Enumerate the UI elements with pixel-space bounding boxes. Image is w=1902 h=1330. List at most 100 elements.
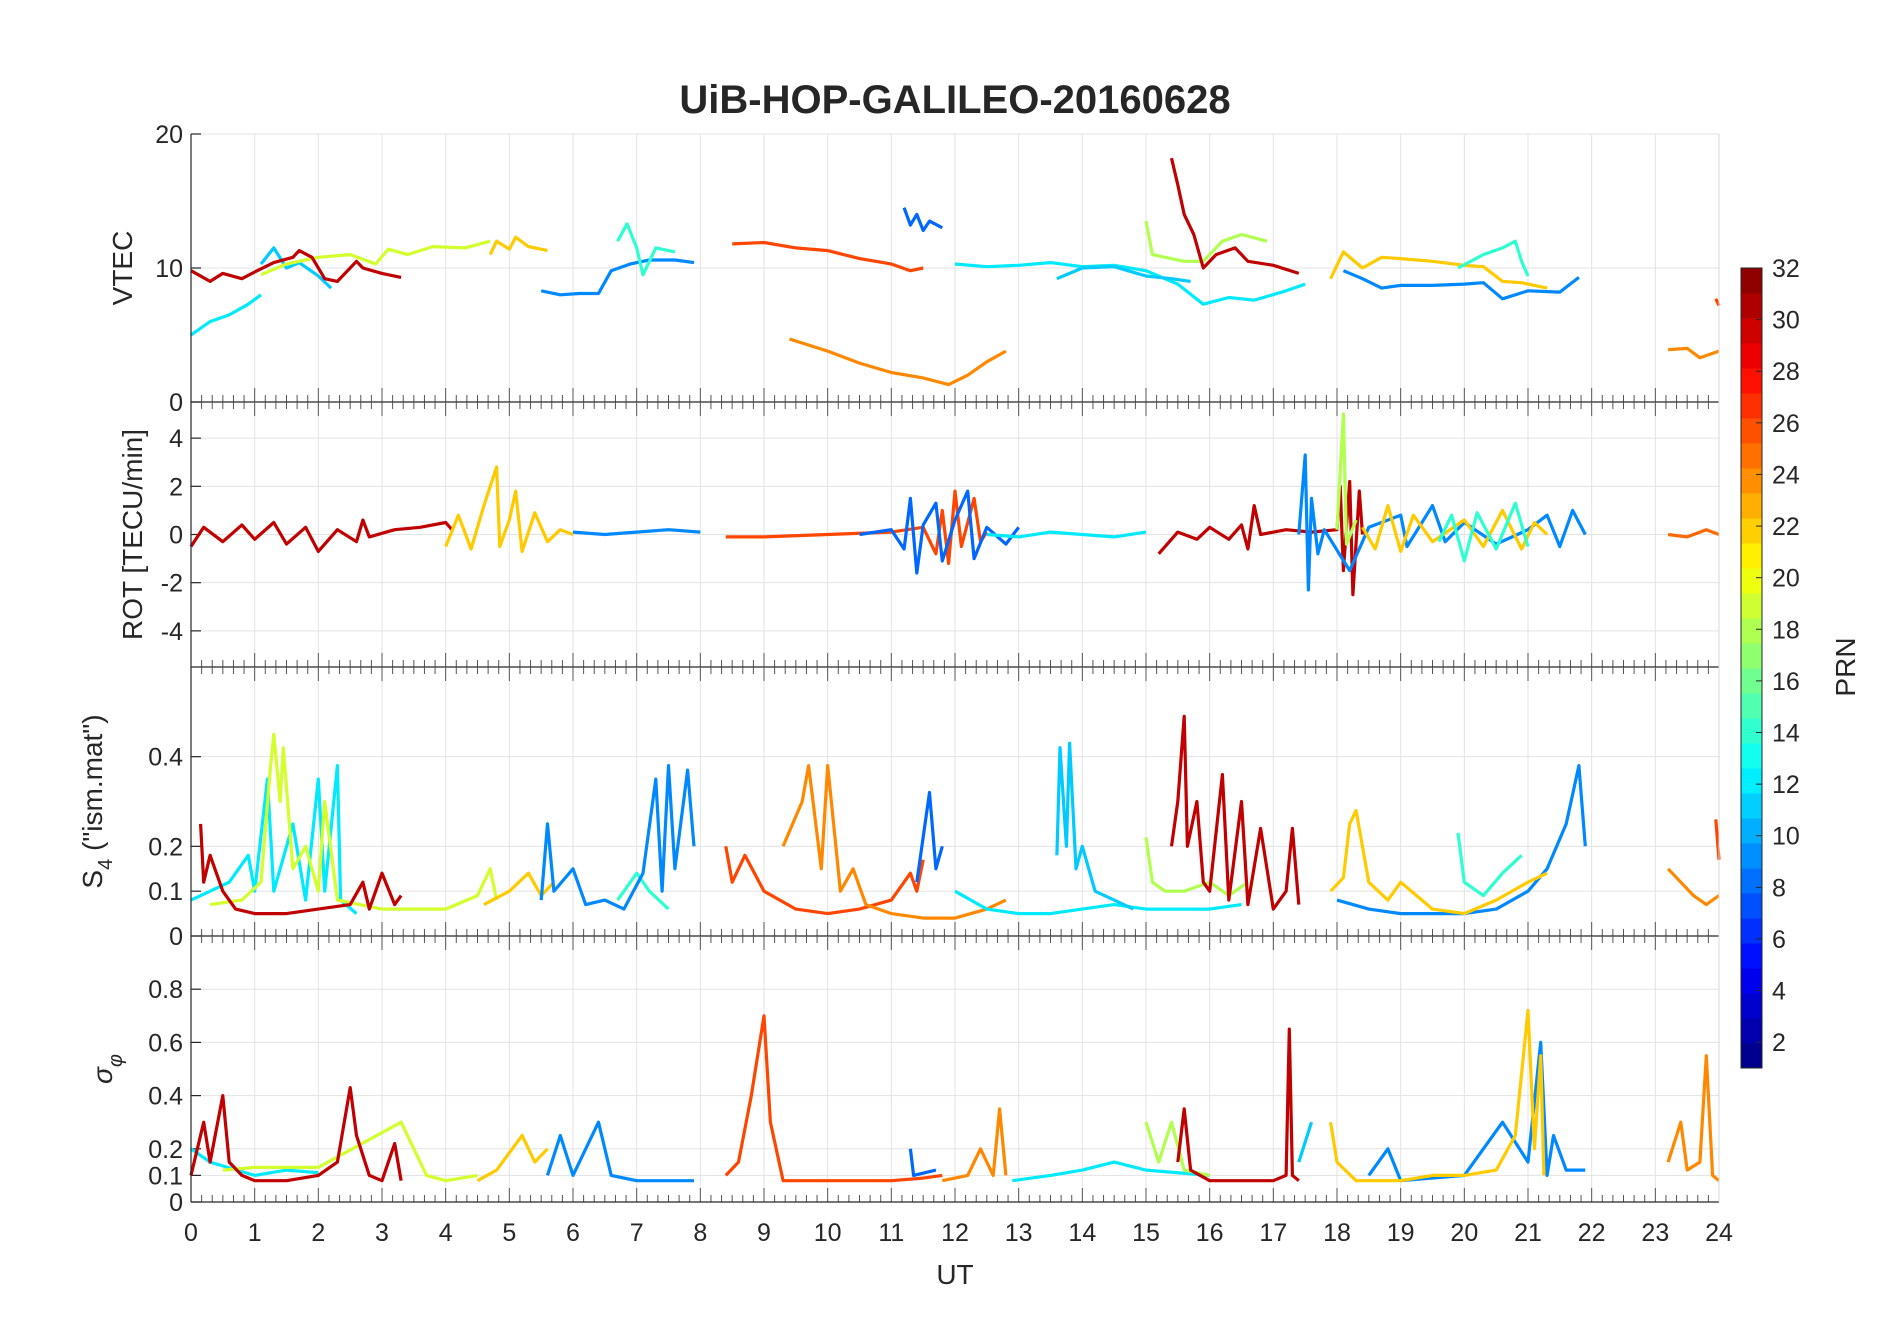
series-prn-12 bbox=[190, 1147, 319, 1178]
y-tick-label: 0.1 bbox=[148, 878, 183, 906]
series-prn-19 bbox=[222, 1120, 478, 1183]
y-axis-label: ROT [TECU/min] bbox=[117, 429, 148, 640]
series-prn-30 bbox=[190, 249, 402, 283]
series-prn-22 bbox=[483, 871, 556, 907]
series-prn-14 bbox=[1456, 832, 1523, 898]
series-prn-22 bbox=[1361, 504, 1549, 554]
x-tick-label: 3 bbox=[375, 1219, 389, 1247]
series-prn-12 bbox=[190, 763, 358, 915]
y-tick-label: 0 bbox=[169, 389, 183, 417]
colorbar-tick-label: 4 bbox=[1772, 978, 1786, 1006]
colorbar-swatch bbox=[1741, 768, 1762, 794]
y-tick-label: 0 bbox=[169, 923, 183, 951]
series-prn-9 bbox=[1367, 1040, 1586, 1183]
series-prn-30 bbox=[199, 823, 403, 916]
series-prn-14 bbox=[1457, 239, 1530, 277]
colorbar-swatch bbox=[1741, 868, 1762, 894]
series-prn-14 bbox=[1437, 501, 1530, 563]
x-tick-label: 16 bbox=[1196, 1219, 1224, 1247]
x-tick-label: 4 bbox=[439, 1219, 453, 1247]
series-prn-11 bbox=[1055, 741, 1134, 911]
colorbar-swatch bbox=[1741, 843, 1762, 869]
colorbar-swatch bbox=[1741, 818, 1762, 844]
colorbar-swatch bbox=[1741, 618, 1762, 644]
x-tick-label: 21 bbox=[1514, 1219, 1542, 1247]
series-prn-18 bbox=[1144, 220, 1268, 263]
y-tick-label: 0.2 bbox=[148, 833, 183, 861]
series-prn-12 bbox=[190, 293, 262, 337]
colorbar-tick-label: 32 bbox=[1772, 255, 1800, 283]
panel-s4: 0 0.1 0.2 0.4 S4 ("ism.mat") bbox=[77, 667, 1721, 951]
series-prn-22 bbox=[1329, 1008, 1546, 1183]
series-prn-24 bbox=[1666, 867, 1720, 907]
y-tick-label: 0.6 bbox=[148, 1029, 183, 1057]
colorbar-swatch bbox=[1741, 793, 1762, 819]
colorbar-tick-label: 10 bbox=[1772, 823, 1800, 851]
colorbar-swatch bbox=[1741, 718, 1762, 744]
colorbar-tick-label: 28 bbox=[1772, 358, 1800, 386]
series-prn-12 bbox=[986, 530, 1147, 539]
series-prn-24 bbox=[1667, 346, 1720, 360]
x-tick-label: 23 bbox=[1641, 1219, 1669, 1247]
colorbar-swatch bbox=[1741, 693, 1762, 719]
colorbar-swatch bbox=[1741, 293, 1762, 319]
y-tick-label: 2 bbox=[169, 473, 183, 501]
x-tick-label: 13 bbox=[1005, 1219, 1033, 1247]
colorbar-swatch bbox=[1741, 468, 1762, 494]
y-tick-label: 0.4 bbox=[148, 744, 183, 772]
series-prn-30 bbox=[189, 1085, 403, 1183]
colorbar-swatch bbox=[1741, 318, 1762, 344]
x-tick-label: 22 bbox=[1578, 1219, 1606, 1247]
series-prn-8 bbox=[902, 207, 944, 233]
series-prn-30 bbox=[1169, 157, 1300, 275]
colorbar-tick-label: 26 bbox=[1772, 410, 1800, 438]
chart-title: UiB-HOP-GALILEO-20160628 bbox=[679, 78, 1230, 122]
y-axis-label: σφ bbox=[87, 1054, 127, 1084]
colorbar-swatch bbox=[1741, 593, 1762, 619]
series-prn-12 bbox=[954, 889, 1242, 916]
series-prn-25 bbox=[1667, 528, 1720, 539]
series-prn-9 bbox=[539, 763, 696, 911]
panel-rot: -4 -2 0 2 4 ROT [TECU/min] bbox=[117, 402, 1720, 668]
series-prn-26 bbox=[725, 489, 989, 566]
series-prn-26 bbox=[724, 846, 925, 916]
x-tick-label: 17 bbox=[1259, 1219, 1287, 1247]
colorbar-swatch bbox=[1741, 743, 1762, 769]
series-prn-9 bbox=[1342, 269, 1580, 301]
x-tick-label: 24 bbox=[1705, 1219, 1733, 1247]
x-tick-label: 18 bbox=[1323, 1219, 1351, 1247]
colorbar-swatch bbox=[1741, 893, 1762, 919]
x-tick-label: 8 bbox=[693, 1219, 707, 1247]
colorbar-label: PRN bbox=[1830, 637, 1861, 696]
y-tick-label: 0.1 bbox=[148, 1162, 183, 1190]
series-prn-12 bbox=[954, 261, 1306, 306]
colorbar-swatch bbox=[1741, 668, 1762, 694]
x-tick-label: 20 bbox=[1450, 1219, 1478, 1247]
x-tick-label: 19 bbox=[1387, 1219, 1415, 1247]
series-prn-26 bbox=[732, 240, 924, 273]
y-tick-label: 4 bbox=[169, 425, 183, 453]
colorbar-swatch bbox=[1741, 1018, 1762, 1044]
colorbar-swatch bbox=[1741, 418, 1762, 444]
y-tick-label: 0.2 bbox=[148, 1136, 183, 1164]
y-tick-label: -2 bbox=[161, 570, 183, 598]
colorbar-tick-label: 30 bbox=[1772, 307, 1800, 335]
colorbar-tick-label: 16 bbox=[1772, 668, 1800, 696]
series-prn-18 bbox=[1335, 412, 1358, 546]
series-prn-26 bbox=[724, 1014, 943, 1183]
series-prn-26 bbox=[1714, 819, 1721, 860]
colorbar-swatch bbox=[1741, 493, 1762, 519]
colorbar-swatch bbox=[1741, 268, 1762, 294]
series-prn-22 bbox=[488, 235, 548, 256]
series-prn-26 bbox=[1714, 298, 1721, 307]
x-tick-label: 0 bbox=[184, 1219, 198, 1247]
series-prn-22 bbox=[476, 1133, 549, 1183]
colorbar-swatch bbox=[1741, 968, 1762, 994]
colorbar-swatch bbox=[1741, 518, 1762, 544]
x-tick-label: 14 bbox=[1068, 1219, 1096, 1247]
series-prn-24 bbox=[941, 1107, 1008, 1183]
colorbar-swatch bbox=[1741, 393, 1762, 419]
series-prn-24 bbox=[789, 337, 1007, 387]
